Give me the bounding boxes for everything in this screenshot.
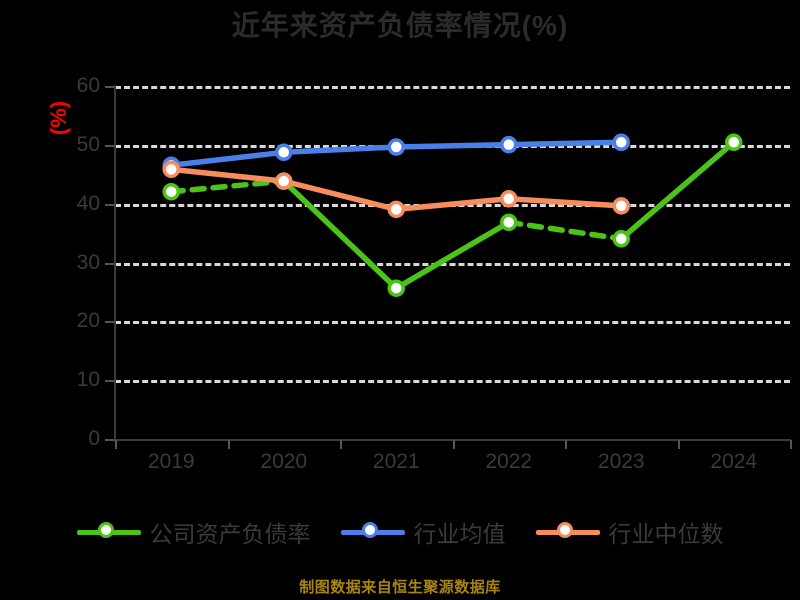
y-axis-label: 50 (76, 132, 100, 156)
x-axis-label: 2022 (485, 450, 533, 473)
x-axis-label: 2021 (372, 450, 420, 473)
gridline (115, 144, 790, 148)
x-axis-tick (340, 440, 342, 449)
gridline (115, 380, 790, 384)
series-line (168, 149, 287, 168)
legend-item[interactable]: 公司资产负债率 (76, 515, 311, 549)
series-line (506, 219, 624, 242)
y-axis-label: 20 (76, 309, 100, 333)
x-axis-label: 2020 (260, 450, 308, 473)
series-line (618, 139, 737, 242)
y-axis-label: 60 (76, 74, 100, 97)
legend-label: 行业中位数 (608, 521, 724, 547)
x-axis-tick (565, 440, 567, 449)
data-point-marker[interactable] (162, 156, 180, 174)
y-axis-label: 40 (76, 191, 100, 215)
y-axis-tick (105, 86, 115, 88)
series-line (168, 166, 287, 184)
data-point-marker[interactable] (387, 279, 405, 297)
x-axis-tick (452, 440, 455, 449)
y-axis-tick (105, 144, 115, 147)
series-line (393, 219, 512, 291)
legend-item[interactable]: 行业均值 (340, 515, 506, 549)
gridline (115, 203, 790, 207)
y-axis-tick (105, 203, 115, 206)
y-axis-unit-label: (%) (46, 100, 72, 136)
y-axis-label: 30 (76, 250, 100, 274)
gridline (115, 262, 790, 266)
y-axis-tick (105, 262, 115, 265)
data-point-marker[interactable] (500, 213, 518, 232)
gridline (115, 86, 790, 89)
gridline (115, 321, 790, 325)
series-line (168, 178, 287, 195)
y-axis-tick (105, 321, 115, 324)
x-axis-tick (227, 440, 230, 449)
legend-marker-icon (340, 520, 405, 544)
y-axis-tick (105, 439, 115, 441)
series-line (281, 178, 399, 291)
data-point-marker[interactable] (612, 230, 630, 248)
legend-item[interactable]: 行业中位数 (535, 515, 724, 549)
x-axis-label: 2024 (710, 450, 758, 473)
y-axis-tick (105, 380, 115, 383)
data-point-marker[interactable] (275, 172, 293, 190)
x-axis-tick (115, 440, 117, 449)
chart-legend: 公司资产负债率 行业均值 行业中位数 (0, 515, 800, 549)
legend-marker-icon (76, 520, 141, 544)
legend-marker-icon (535, 520, 600, 544)
x-axis-tick (677, 440, 680, 449)
data-point-marker[interactable] (162, 182, 180, 201)
data-point-marker[interactable] (162, 160, 180, 179)
y-axis-label: 10 (76, 368, 100, 392)
legend-label: 公司资产负债率 (149, 521, 311, 547)
y-axis-label: 0 (88, 427, 100, 450)
x-axis-label: 2019 (147, 450, 195, 473)
chart-source-note: 制图数据来自恒生聚源数据库 (299, 579, 501, 596)
x-axis-tick (790, 440, 792, 449)
data-point-marker[interactable] (275, 172, 293, 190)
legend-label: 行业均值 (413, 521, 506, 547)
chart-title: 近年来资产负债率情况(%) (231, 10, 569, 41)
x-axis-label: 2023 (597, 450, 645, 473)
y-axis-line (114, 85, 116, 442)
